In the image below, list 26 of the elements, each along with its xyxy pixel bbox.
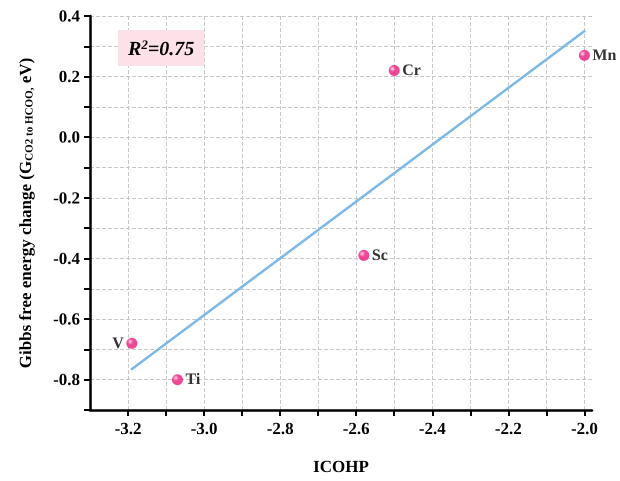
y-tick-label: -0.8 xyxy=(53,370,80,390)
y-tick-label: 0.4 xyxy=(58,6,80,26)
y-tick-label: -0.2 xyxy=(53,188,80,208)
y-tick-label: 0.0 xyxy=(58,128,80,147)
point xyxy=(126,338,138,349)
x-tick-label: -2.2 xyxy=(494,419,522,438)
point xyxy=(358,250,370,261)
x-tick-label: -3.0 xyxy=(190,419,218,438)
x-tick-label: -2.8 xyxy=(266,419,294,438)
point xyxy=(172,374,183,386)
y-axis-title: Gibbs free energy change (GCO2 to HCOO, eV) xyxy=(16,58,36,368)
x-tick-label: -2.6 xyxy=(342,419,370,438)
annotation: V xyxy=(112,334,124,352)
x-tick-label: -2.4 xyxy=(418,419,446,438)
x-tick-label: -2.0 xyxy=(570,419,598,438)
x-axis-title: ICOHP xyxy=(313,457,369,476)
annotation: Ti xyxy=(185,371,201,388)
point xyxy=(578,50,590,61)
y-tick-label: -0.6 xyxy=(53,310,80,329)
point xyxy=(388,65,400,76)
y-tick-label: 0.2 xyxy=(58,67,80,86)
y-tick-label: -0.4 xyxy=(53,248,80,268)
annotation: Cr xyxy=(402,62,421,80)
annotation: Mn xyxy=(592,46,616,64)
x-tick-label: -3.2 xyxy=(114,419,142,438)
annotation: Sc xyxy=(372,246,388,264)
